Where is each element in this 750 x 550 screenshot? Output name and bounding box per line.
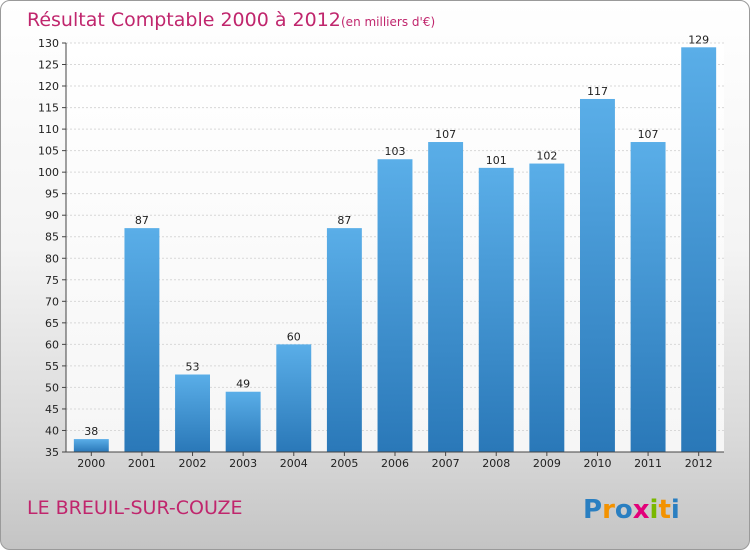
logo-letter: r [602,495,615,525]
y-tick-label: 115 [38,102,59,115]
y-tick-label: 80 [45,252,59,265]
x-tick-label-2008: 2008 [482,457,510,470]
proxiti-logo: Proxiti [583,495,680,525]
y-tick-label: 85 [45,231,59,244]
commune-name: LE BREUIL-SUR-COUZE [27,497,243,519]
x-tick-label-2006: 2006 [381,457,409,470]
bar-2012 [681,47,717,452]
y-tick-label: 50 [45,381,59,394]
bar-2000 [73,439,109,452]
y-axis-ticks: 35 40 45 50 55 60 65 70 75 80 85 90 95 100 105 110 115 12… [38,37,66,459]
bar-2006 [377,159,413,452]
bar-2005 [326,228,362,452]
y-tick-label: 90 [45,209,59,222]
data-label-2002: 53 [186,361,200,374]
logo-letter: x [633,495,650,525]
data-label-2009: 102 [536,150,557,163]
data-label-2000: 38 [84,425,98,438]
y-tick-label: 120 [38,80,59,93]
x-tick-label-2007: 2007 [432,457,460,470]
logo-letter: o [615,495,633,525]
x-tick-label-2003: 2003 [229,457,257,470]
bar-2002 [175,374,211,452]
y-tick-label: 55 [45,360,59,373]
bar-2008 [478,167,514,452]
x-tick-label-2001: 2001 [128,457,156,470]
data-label-2004: 60 [287,330,301,343]
y-tick-label: 35 [45,446,59,459]
x-tick-label-2005: 2005 [330,457,358,470]
y-tick-label: 75 [45,274,59,287]
bar-2011 [630,142,666,452]
bar-2009 [529,163,565,452]
y-tick-label: 95 [45,188,59,201]
data-label-2003: 49 [236,378,250,391]
data-label-2011: 107 [638,128,659,141]
y-tick-label: 100 [38,166,59,179]
y-tick-label: 60 [45,338,59,351]
bar-2003 [225,391,261,452]
chart-title: Résultat Comptable 2000 à 2012 [27,9,341,31]
x-tick-label-2010: 2010 [583,457,611,470]
bar-2004 [276,344,312,452]
x-tick-label-2011: 2011 [634,457,662,470]
data-label-2007: 107 [435,128,456,141]
logo-letter: t [658,495,670,525]
y-tick-label: 65 [45,317,59,330]
y-tick-label: 110 [38,123,59,136]
bar-2001 [124,228,160,452]
x-axis-ticks: 2000 2001 2002 2003 2004 2005 2006 2007 2008 2009… [77,452,713,470]
data-label-2006: 103 [385,145,406,158]
data-label-2012: 129 [688,33,709,46]
x-tick-label-2004: 2004 [280,457,308,470]
x-tick-label-2000: 2000 [77,457,105,470]
y-tick-label: 125 [38,59,59,72]
y-tick-label: 45 [45,403,59,416]
logo-letter: P [583,495,602,525]
data-label-2005: 87 [337,214,351,227]
x-tick-label-2012: 2012 [685,457,713,470]
chart-unit: (en milliers d'€) [341,15,435,29]
data-label-2010: 117 [587,85,608,98]
data-label-2008: 101 [486,154,507,167]
x-tick-label-2009: 2009 [533,457,561,470]
bar-2007 [428,142,464,452]
bars: 38 87 53 49 60 87 103 107 101 102 117 107 129 [73,33,717,453]
logo-letter: i [671,495,680,525]
data-label-2001: 87 [135,214,149,227]
logo-letter: i [650,495,659,525]
x-tick-label-2002: 2002 [179,457,207,470]
y-tick-label: 40 [45,424,59,437]
y-tick-label: 130 [38,37,59,50]
y-tick-label: 105 [38,145,59,158]
y-tick-label: 70 [45,295,59,308]
bar-2010 [579,98,615,453]
